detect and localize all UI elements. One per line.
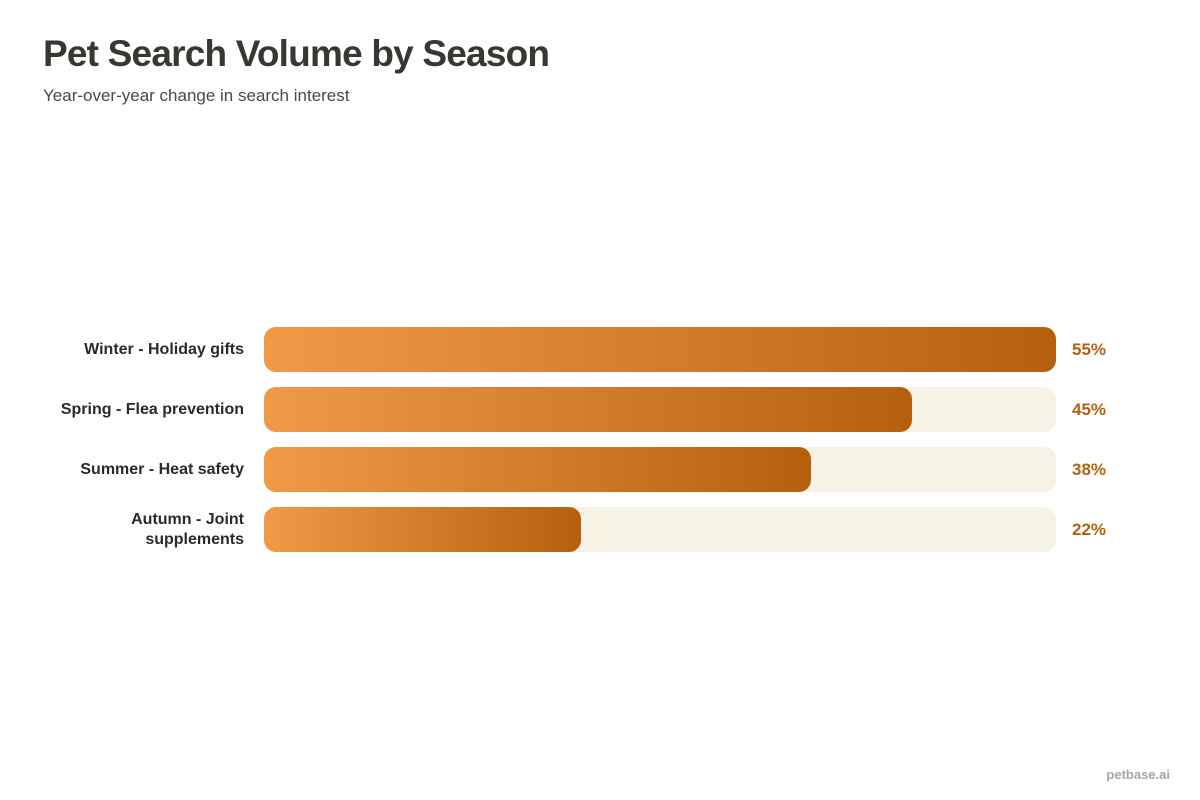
bar-track: [264, 507, 1056, 552]
page-title: Pet Search Volume by Season: [43, 33, 550, 74]
bar-label: Winter - Holiday gifts: [84, 340, 244, 358]
chart-header: Pet Search Volume by Season Year-over-ye…: [43, 33, 550, 106]
bar-fill: [264, 327, 1056, 372]
bar-row: Autumn - Joint supplements 22%: [44, 507, 1164, 552]
bar-value: 45%: [1072, 399, 1107, 419]
bar-track: [264, 327, 1056, 372]
bar-track: [264, 447, 1056, 492]
bar-rows: Winter - Holiday gifts 55% Spring - Flea…: [44, 327, 1164, 552]
bar-fill: [264, 447, 812, 492]
bar-row: Winter - Holiday gifts 55%: [44, 327, 1164, 372]
bar-fill: [264, 507, 581, 552]
bar-row: Spring - Flea prevention 45%: [44, 387, 1164, 432]
bar-value: 22%: [1072, 519, 1107, 539]
bar-label: Autumn - Joint supplements: [131, 510, 244, 548]
bar-label: Spring - Flea prevention: [60, 400, 244, 418]
bar-value: 38%: [1072, 459, 1107, 479]
bar-chart: Winter - Holiday gifts 55% Spring - Flea…: [44, 327, 1164, 567]
bar-track: [264, 387, 1056, 432]
bar-value: 55%: [1072, 339, 1107, 359]
watermark: petbase.ai: [1106, 767, 1170, 782]
page-subtitle: Year-over-year change in search interest: [43, 85, 350, 105]
bar-fill: [264, 387, 912, 432]
bar-label: Summer - Heat safety: [80, 460, 244, 478]
bar-row: Summer - Heat safety 38%: [44, 447, 1164, 492]
